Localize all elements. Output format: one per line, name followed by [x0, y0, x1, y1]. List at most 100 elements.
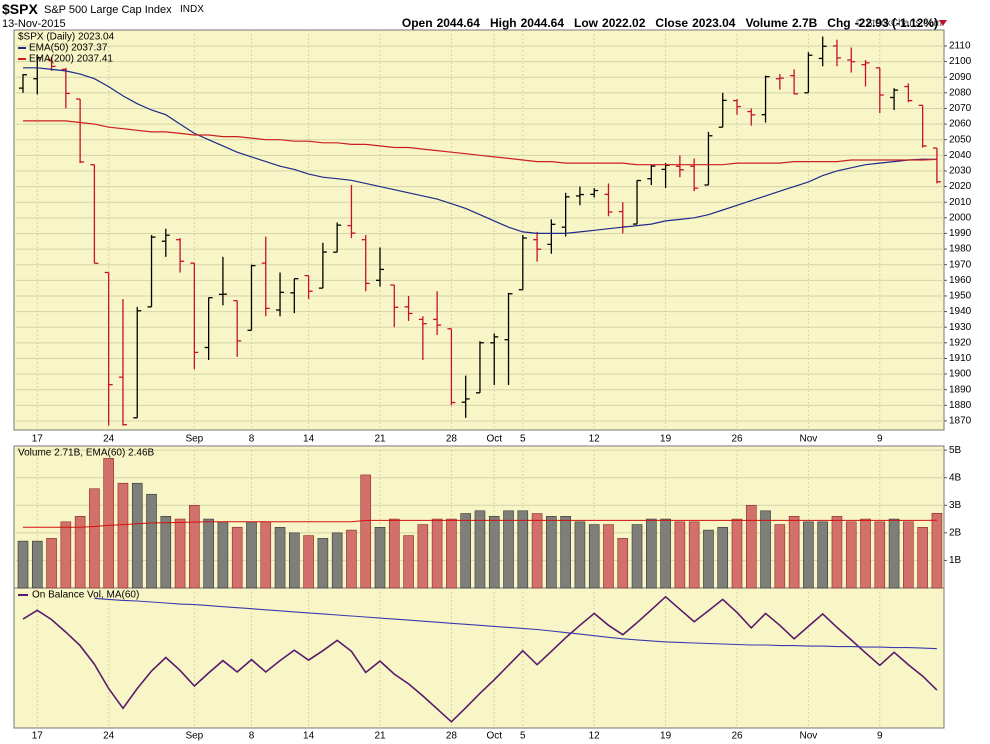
- obv-line: [22, 595, 938, 723]
- volume-bar: [103, 458, 114, 589]
- volume-bar: [874, 521, 886, 589]
- volume-bar: [60, 521, 72, 589]
- volume-bar: [317, 538, 329, 589]
- volume-bar: [431, 518, 443, 589]
- y-tick-label: 1880: [949, 400, 972, 411]
- y-tick-label: 2000: [949, 212, 972, 223]
- volume-bar: [674, 521, 686, 589]
- volume-bar: [888, 518, 900, 589]
- x-tick-label: Sep: [185, 731, 203, 742]
- x-tick-label: 24: [103, 731, 115, 742]
- volume-bar: [803, 521, 814, 589]
- stat-label: Low: [574, 16, 599, 30]
- x-tick-label: 17: [32, 731, 44, 742]
- x-tick-label: 8: [249, 434, 255, 445]
- volume-bar: [546, 516, 557, 589]
- y-tick-label: 1910: [949, 353, 972, 364]
- x-tick-label: 9: [877, 731, 883, 742]
- volume-bar: [660, 518, 671, 589]
- volume-bar: [446, 518, 457, 589]
- volume-bar: [246, 521, 257, 589]
- index-name: S&P 500 Large Cap Index: [44, 4, 172, 16]
- x-tick-label: 12: [589, 731, 601, 742]
- y-tick-label: 1980: [949, 244, 972, 255]
- x-tick-label: 14: [303, 434, 315, 445]
- stat-value: 2.7B: [791, 16, 818, 30]
- volume-bar: [903, 521, 914, 589]
- volume-bar: [160, 516, 172, 589]
- y-tick-label: 2060: [949, 119, 972, 130]
- y-tick-label: 2040: [949, 150, 972, 161]
- stat-value: 2023.04: [692, 16, 736, 30]
- y-tick-label: 1950: [949, 291, 972, 302]
- obv-panel: [13, 587, 945, 729]
- ema-line: [23, 67, 937, 234]
- y-tick-label: 1940: [949, 306, 972, 317]
- x-tick-label: Nov: [800, 731, 818, 742]
- x-tick-label: 21: [374, 434, 386, 445]
- volume-bar: [460, 513, 471, 589]
- volume-bar: [745, 504, 757, 589]
- x-tick-label: 28: [446, 434, 458, 445]
- legend-title: Volume 2.71B, EMA(60) 2.46B: [18, 448, 155, 459]
- obv-line: [94, 597, 937, 650]
- y-tick-label: 1890: [949, 384, 972, 395]
- y-tick-label: 1B: [949, 555, 962, 566]
- x-tick-label: 17: [32, 434, 44, 445]
- y-tick-label: 1930: [949, 322, 972, 333]
- volume-bar: [574, 521, 586, 589]
- volume-bar: [189, 504, 200, 589]
- volume-bar: [931, 512, 943, 589]
- volume-bar: [788, 516, 800, 589]
- volume-bar: [31, 540, 43, 589]
- y-tick-label: 1870: [949, 416, 972, 427]
- volume-bar: [174, 518, 186, 589]
- y-tick-label: 3B: [949, 500, 962, 511]
- symbol: $SPX: [2, 1, 38, 17]
- y-tick-label: 2080: [949, 87, 972, 98]
- volume-bar: [303, 535, 314, 589]
- volume-bar: [203, 518, 214, 589]
- y-tick-label: 2010: [949, 197, 972, 208]
- y-tick-label: 2050: [949, 134, 972, 145]
- y-tick-label: 2110: [949, 41, 971, 52]
- y-tick-label: 1990: [949, 228, 972, 239]
- volume-bar: [474, 510, 486, 589]
- y-tick-label: 2070: [949, 103, 972, 114]
- marks: 1870 1880 1890 1900 1910 1920 1930 1940 1950 1960…: [14, 30, 972, 742]
- legend-entry: EMA(50) 2037.37: [29, 43, 108, 54]
- volume-bar: [917, 527, 928, 589]
- legend-entry: EMA(200) 2037.41: [29, 54, 113, 65]
- volume-bar: [531, 513, 543, 589]
- volume-bar: [703, 529, 714, 589]
- volume-bar: [617, 538, 629, 589]
- volume-bar: [731, 518, 743, 589]
- volume-bar: [403, 535, 414, 589]
- volume-bar: [603, 524, 614, 589]
- x-tick-label: 26: [731, 434, 743, 445]
- volume-bar: [517, 510, 529, 589]
- x-tick-label: 21: [374, 731, 386, 742]
- volume-bar: [417, 524, 429, 589]
- volume-bar: [360, 474, 372, 589]
- stat-label: Open: [401, 16, 433, 30]
- volume-bar: [146, 493, 157, 589]
- stat-value: 2044.64: [520, 16, 565, 30]
- volume-bar: [717, 527, 729, 589]
- stat-label: Chg: [827, 16, 851, 30]
- legend-title: On Balance Vol, MA(60): [32, 590, 139, 601]
- x-tick-label: 5: [520, 434, 526, 445]
- x-tick-label: 9: [877, 434, 883, 445]
- stats: Open 2044.64 High 2044.64 Low 2022.02 Close 202…: [396, 16, 938, 30]
- x-tick-label: 19: [660, 434, 672, 445]
- volume-bar: [760, 510, 771, 589]
- y-tick-label: 2B: [949, 527, 962, 538]
- x-tick-label: 8: [249, 731, 255, 742]
- volume-bar: [588, 524, 600, 589]
- x-tick-label: 5: [520, 731, 526, 742]
- y-tick-label: 1900: [949, 369, 972, 380]
- volume-bar: [688, 521, 700, 589]
- volume-bar: [346, 529, 357, 589]
- change-arrow: [939, 20, 947, 26]
